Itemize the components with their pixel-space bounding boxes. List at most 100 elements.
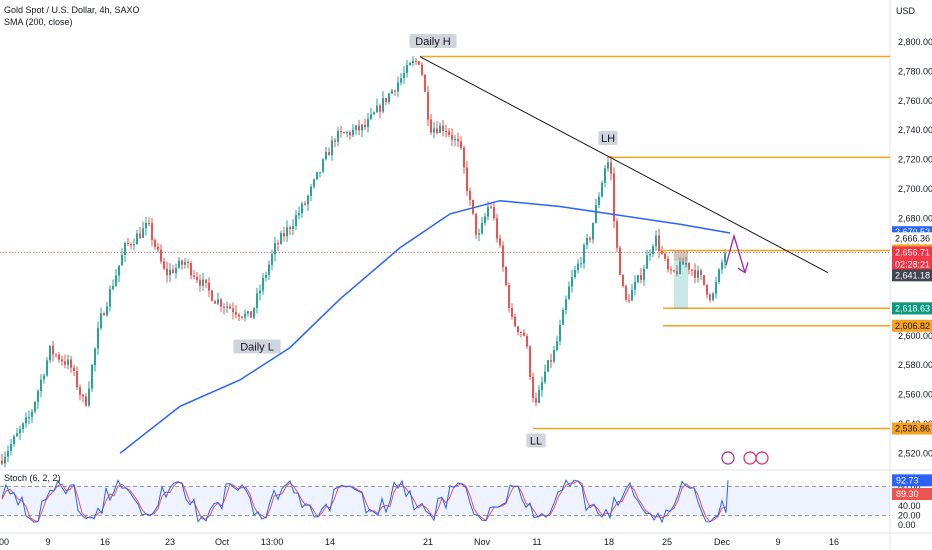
candle-body [586, 238, 588, 245]
candle-body [499, 238, 501, 246]
candle-body [376, 105, 378, 113]
candle-body [712, 293, 714, 300]
candle-body [439, 125, 441, 133]
projection-arrow[interactable] [725, 233, 746, 273]
candle-body [535, 398, 537, 403]
candle-body [577, 263, 579, 271]
candle-body [457, 138, 459, 142]
candle-body [265, 274, 267, 278]
descending-trendline[interactable] [419, 56, 829, 274]
x-tick-label: Oct [215, 537, 230, 547]
candle-body [250, 311, 252, 318]
candle-body [673, 270, 675, 272]
candle-body [619, 247, 621, 275]
candle-body [382, 98, 384, 112]
x-tick-label: 14 [325, 537, 335, 547]
candle-body [640, 275, 642, 280]
candle-body [313, 179, 315, 187]
candle-body [724, 253, 726, 263]
candle-body [646, 255, 648, 269]
candle-body [181, 260, 183, 265]
candle-body [244, 313, 246, 318]
candle-body [370, 114, 372, 119]
candle-body [7, 450, 9, 457]
candle-body [310, 186, 312, 196]
price-tag [892, 302, 932, 315]
candle-body [295, 215, 297, 226]
candle-body [484, 216, 486, 223]
price-tag [892, 258, 932, 271]
candle-body [610, 162, 612, 174]
annotation-label: Daily L [240, 342, 274, 354]
candle-body [55, 354, 57, 356]
candle-body [127, 242, 129, 245]
price-tag-label: 2,536.86 [895, 424, 930, 434]
candle-body [430, 119, 432, 133]
annotation-label: LL [530, 436, 542, 448]
stoch-y-tick: 0.00 [898, 520, 916, 530]
candle-body [37, 390, 39, 403]
price-tag-label: 2,618.63 [895, 303, 930, 313]
candle-body [367, 118, 369, 128]
annotation-label: LH [601, 133, 615, 145]
stoch-k-line [1, 479, 729, 524]
candle-body [466, 167, 468, 191]
candle-body [10, 443, 12, 451]
candle-body [397, 82, 399, 92]
candle-body [79, 387, 81, 395]
symbol-title: Gold Spot / U.S. Dollar, 4h, SAXO [4, 5, 140, 15]
event-icon[interactable] [721, 451, 735, 465]
x-tick-label: 23 [165, 537, 175, 547]
currency-button[interactable]: USD [896, 6, 916, 16]
candle-body [139, 233, 141, 238]
sma-200-line [119, 199, 731, 454]
candle-body [280, 233, 282, 244]
x-tick-label: 9 [775, 537, 780, 547]
candle-body [85, 396, 87, 406]
candle-body [601, 182, 603, 197]
x-tick-label: 18 [604, 537, 614, 547]
candle-body [4, 456, 6, 464]
candle-body [151, 223, 153, 241]
candle-body [172, 269, 174, 273]
y-tick-label: 2,680.00 [898, 213, 932, 223]
candle-body [343, 132, 345, 134]
stoch-k-value: 92.73 [896, 475, 919, 485]
candle-body [289, 227, 291, 230]
candle-body [667, 258, 669, 270]
x-tick-label: 25 [662, 537, 672, 547]
candle-body [19, 429, 21, 434]
candle-body [220, 299, 222, 307]
candle-body [496, 218, 498, 239]
candle-body [292, 225, 294, 230]
candle-body [400, 78, 402, 83]
candle-body [208, 282, 210, 291]
candle-body [358, 125, 360, 131]
candle-body [307, 195, 309, 205]
flag-icon[interactable] [743, 451, 757, 465]
candle-body [217, 299, 219, 304]
x-tick-label: 00 [0, 537, 9, 547]
candle-body [568, 286, 570, 300]
candle-body [598, 196, 600, 206]
candle-body [316, 172, 318, 180]
candle-body [283, 233, 285, 237]
candle-body [361, 124, 363, 131]
y-tick-label: 2,720.00 [898, 155, 932, 165]
candle-body [631, 289, 633, 301]
candle-body [277, 243, 279, 245]
flag-icon[interactable] [755, 451, 769, 465]
x-tick-label: 9 [45, 537, 50, 547]
annotation-box [598, 130, 618, 145]
candle-body [115, 275, 117, 287]
candle-body [580, 263, 582, 265]
stoch-y-tick: 80.00 [898, 482, 921, 492]
candle-body [112, 286, 114, 289]
candle-body [655, 235, 657, 247]
candle-body [589, 238, 591, 240]
y-tick-label: 2,760.00 [898, 96, 932, 106]
candle-body [196, 276, 198, 281]
annotation-label: Daily H [415, 36, 451, 48]
candle-body [340, 131, 342, 133]
